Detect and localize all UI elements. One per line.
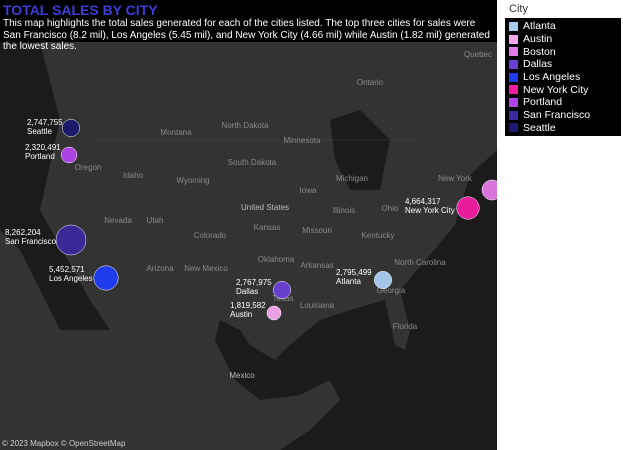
- value-label: 2,320,491: [25, 143, 61, 152]
- place-label: New Mexico: [184, 264, 228, 273]
- place-label: Minnesota: [284, 136, 321, 145]
- legend-item[interactable]: Los Angeles: [505, 71, 621, 84]
- legend-swatch: [509, 97, 518, 107]
- place-label: United States: [241, 203, 289, 212]
- attribution: © 2023 Mapbox © OpenStreetMap: [2, 439, 126, 448]
- legend-box: Atlanta Austin Boston Dallas Los Angeles New …: [505, 18, 621, 137]
- place-label: Iowa: [300, 186, 317, 195]
- place-label: Michigan: [336, 174, 368, 183]
- city-label: Los Angeles: [49, 274, 93, 283]
- legend-item[interactable]: Boston: [505, 45, 621, 58]
- place-label: Kentucky: [362, 231, 395, 240]
- pacific: [0, 42, 110, 330]
- map: Ontario Quebec Montana North Dakota South Da…: [0, 0, 497, 450]
- city-label: New York City: [405, 206, 455, 215]
- place-label: Colorado: [194, 231, 227, 240]
- city-bubble: [266, 305, 282, 321]
- city-label: San Francisco: [5, 237, 57, 246]
- legend-swatch: [509, 72, 518, 82]
- legend-swatch: [509, 123, 518, 133]
- place-label: North Dakota: [221, 121, 269, 130]
- place-label: Ohio: [382, 204, 399, 213]
- legend-label: Seattle: [523, 121, 556, 134]
- legend-label: New York City: [523, 83, 589, 96]
- legend-item[interactable]: Seattle: [505, 122, 621, 135]
- great-lakes: [330, 110, 390, 190]
- city-bubble: [60, 146, 78, 164]
- city-bubble: [273, 281, 291, 299]
- value-label: 1,819,582: [230, 301, 266, 310]
- value-label: 8,262,204: [5, 228, 41, 237]
- legend-swatch: [509, 110, 518, 120]
- place-label: Arkansas: [300, 261, 333, 270]
- city-bubble: [374, 271, 392, 289]
- legend-item[interactable]: Atlanta: [505, 20, 621, 33]
- city-label: Portland: [25, 152, 55, 161]
- legend-item[interactable]: San Francisco: [505, 109, 621, 122]
- legend-label: Austin: [523, 33, 553, 46]
- value-label: 5,452,571: [49, 265, 85, 274]
- city-bubble: [456, 196, 480, 220]
- place-label: Arizona: [146, 264, 174, 273]
- city-bubble: [55, 224, 87, 256]
- legend-label: Portland: [523, 96, 563, 109]
- legend-item[interactable]: New York City: [505, 83, 621, 96]
- place-label: Nevada: [104, 216, 132, 225]
- legend: City Atlanta Austin Boston Dallas Los Angele…: [503, 0, 623, 450]
- city-label: Austin: [230, 310, 252, 319]
- place-label: Illinois: [333, 206, 355, 215]
- header: TOTAL SALES BY CITY This map highlights …: [0, 0, 497, 52]
- legend-label: Dallas: [523, 58, 553, 71]
- place-label: Florida: [393, 322, 418, 331]
- place-label: New York: [438, 174, 473, 183]
- place-label: Mexico: [229, 371, 255, 380]
- legend-swatch: [509, 59, 518, 69]
- place-label: Oklahoma: [258, 255, 295, 264]
- legend-swatch: [509, 34, 518, 44]
- legend-item[interactable]: Dallas: [505, 58, 621, 71]
- city-bubble: [481, 179, 497, 201]
- place-label: Montana: [160, 128, 192, 137]
- legend-swatch: [509, 85, 518, 95]
- value-label: 2,767,975: [236, 278, 272, 287]
- place-label: Quebec: [464, 50, 492, 59]
- city-label: Dallas: [236, 287, 258, 296]
- city-bubble: [62, 119, 80, 137]
- legend-label: San Francisco: [523, 109, 591, 122]
- place-label: South Dakota: [228, 158, 277, 167]
- place-label: Louisiana: [300, 301, 335, 310]
- legend-swatch: [509, 47, 518, 57]
- city-bubble: [93, 265, 119, 291]
- place-label: Ontario: [357, 78, 384, 87]
- place-label: Idaho: [123, 171, 144, 180]
- place-label: Wyoming: [176, 176, 209, 185]
- subtitle: This map highlights the total sales gene…: [3, 18, 490, 52]
- place-label: Missouri: [302, 226, 332, 235]
- legend-label: Los Angeles: [523, 71, 581, 84]
- value-label: 4,664,317: [405, 197, 441, 206]
- city-label: Seattle: [27, 127, 52, 136]
- legend-label: Boston: [523, 45, 556, 58]
- place-label: North Carolina: [394, 258, 446, 267]
- place-label: Georgia: [377, 286, 406, 295]
- city-label: Atlanta: [336, 277, 361, 286]
- legend-item[interactable]: Austin: [505, 33, 621, 46]
- value-label: 2,795,499: [336, 268, 372, 277]
- legend-title: City: [509, 3, 528, 15]
- legend-swatch: [509, 21, 518, 31]
- value-label: 2,747,755: [27, 118, 63, 127]
- legend-item[interactable]: Portland: [505, 96, 621, 109]
- place-label: Utah: [147, 216, 164, 225]
- title: TOTAL SALES BY CITY: [3, 2, 158, 18]
- legend-label: Atlanta: [523, 20, 556, 33]
- place-label: Kansas: [254, 223, 281, 232]
- place-label: Oregon: [75, 163, 102, 172]
